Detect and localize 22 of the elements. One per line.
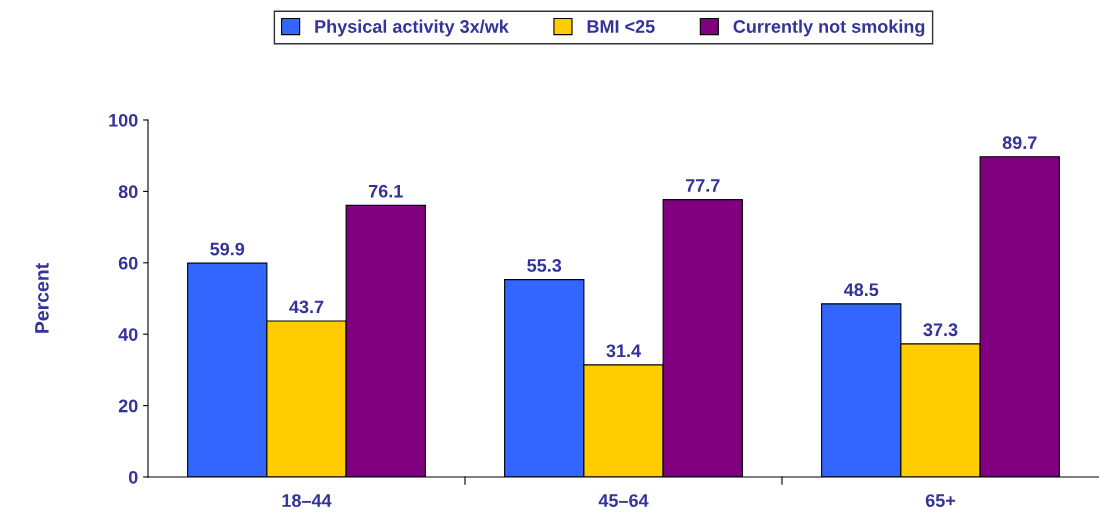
x-tick-label: 45–64	[598, 494, 649, 507]
y-tick-label: 80	[118, 185, 138, 199]
legend-label: Currently not smoking	[733, 19, 925, 37]
x-tick-label: 65+	[925, 494, 956, 507]
y-tick-label: 40	[118, 328, 138, 341]
data-label: 55.3	[527, 259, 562, 272]
legend-label: Physical activity 3x/wk	[315, 19, 509, 37]
data-label: 43.7	[289, 300, 324, 314]
y-tick-label: 60	[118, 256, 138, 270]
data-label: 76.1	[368, 184, 403, 198]
y-tick-label: 0	[128, 470, 138, 484]
y-tick-label: 100	[109, 113, 138, 127]
data-label: 59.9	[210, 242, 245, 256]
data-label: 77.7	[685, 179, 720, 192]
x-tick-label: 18–44	[282, 494, 332, 507]
data-label: 31.4	[606, 344, 641, 358]
y-axis-title: Percent	[35, 263, 49, 333]
legend-label: BMI <25	[587, 20, 655, 33]
y-tick-label: 20	[118, 399, 138, 413]
data-label: 48.5	[843, 283, 879, 297]
data-label: 89.7	[1002, 136, 1037, 150]
data-label: 37.3	[923, 323, 958, 337]
